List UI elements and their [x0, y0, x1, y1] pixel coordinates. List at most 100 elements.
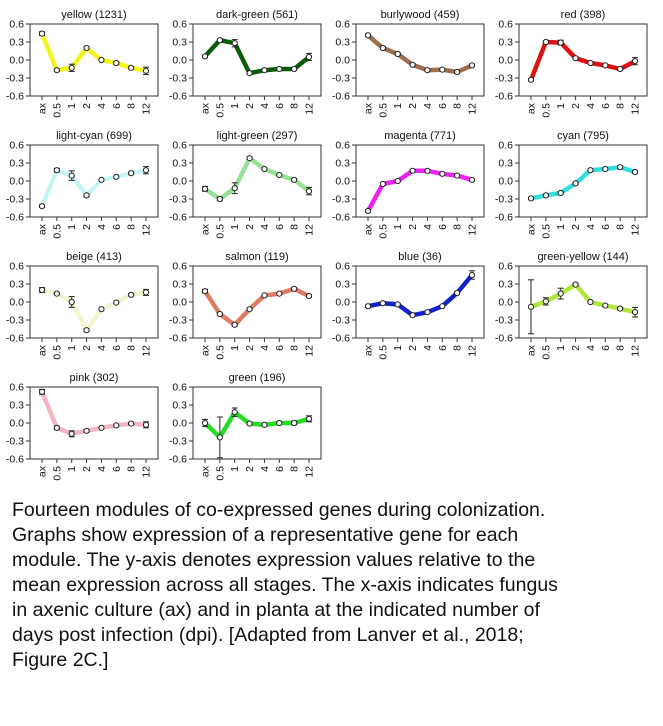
data-point	[68, 430, 75, 437]
data-point	[231, 409, 238, 416]
x-tick-label: 8	[615, 103, 627, 109]
y-tick-label: -0.3	[6, 315, 24, 327]
data-point	[38, 203, 46, 210]
data-point	[246, 420, 253, 427]
x-tick-label: 4	[422, 345, 434, 351]
chart-title: salmon (119)	[225, 251, 288, 263]
data-point	[617, 305, 624, 312]
module-chart: salmon (119)0.60.30.0-0.3-0.6ax 0.5 1 2 4 6 8 1…	[169, 251, 322, 360]
data-point	[527, 76, 535, 83]
data-point	[364, 207, 372, 215]
y-tick-label: 0.0	[172, 176, 187, 188]
data-point	[587, 59, 594, 67]
module-chart: yellow (1231)0.60.30.0-0.3-0.6ax 0.5 1 2 4 6 8…	[6, 9, 159, 118]
y-tick-label: -0.6	[6, 333, 24, 345]
data-point	[53, 167, 60, 174]
data-point	[527, 195, 535, 202]
data-point	[468, 271, 476, 279]
x-tick-label: 4	[96, 224, 108, 230]
x-tick-label: 4	[422, 224, 434, 230]
data-point	[617, 164, 624, 171]
y-tick-label: 0.6	[498, 140, 513, 152]
data-point	[261, 421, 268, 428]
data-point	[291, 65, 298, 73]
y-tick-label: 0.6	[172, 261, 187, 273]
y-tick-label: -0.3	[6, 194, 24, 206]
x-tick-label: 0.5	[51, 466, 63, 481]
data-point	[394, 301, 401, 308]
caption-line: mean expression across all stages. The x…	[12, 574, 558, 596]
x-tick-label: 6	[111, 103, 123, 109]
data-point	[527, 303, 535, 310]
data-point	[128, 291, 135, 298]
data-point	[53, 424, 60, 431]
data-point	[98, 176, 105, 183]
x-tick-label: ax	[526, 223, 538, 235]
y-tick-label: 0.3	[9, 37, 24, 49]
y-tick-label: 0.6	[9, 261, 24, 273]
x-tick-label: 6	[274, 466, 286, 472]
chart-title: light-green (297)	[217, 130, 298, 142]
data-point	[291, 176, 298, 183]
y-tick-label: 0.3	[9, 158, 24, 170]
y-tick-label: 0.0	[498, 176, 513, 188]
module-chart: green-yellow (144) 0.6 0.3 0.0 -0.3 -0.6 ax 0.5…	[495, 251, 648, 360]
y-tick-label: 0.0	[9, 176, 24, 188]
x-tick-label: 4	[96, 466, 108, 472]
plot-frame	[355, 265, 485, 339]
charts-svg: yellow (1231)0.60.30.0-0.3-0.6ax 0.5 1 2 4 6 8…	[6, 9, 648, 481]
y-tick-label: -0.6	[332, 91, 350, 103]
x-tick-label: 1	[229, 224, 241, 230]
y-tick-label: 0.6	[172, 140, 187, 152]
y-tick-label: 0.3	[335, 158, 350, 170]
x-tick-label: 8	[289, 224, 301, 230]
data-point	[409, 312, 416, 319]
y-tick-label: -0.3	[169, 436, 187, 448]
data-point	[246, 70, 253, 77]
plot-frame	[29, 23, 159, 97]
module-chart: beige (413)0.60.30.0-0.3-0.6ax 0.5 1 2 4 6 8 12	[6, 251, 159, 360]
y-tick-label: 0.6	[9, 382, 24, 394]
caption-line: days post infection (dpi). [Adapted from…	[12, 624, 524, 646]
data-point	[379, 180, 386, 188]
x-tick-label: ax	[37, 344, 49, 356]
data-point	[98, 424, 105, 431]
data-point	[38, 286, 46, 294]
y-tick-label: -0.6	[495, 333, 513, 345]
data-point	[231, 185, 238, 192]
y-tick-label: -0.6	[332, 333, 350, 345]
x-tick-label: 6	[600, 345, 612, 351]
data-point	[83, 327, 90, 334]
data-point	[572, 55, 579, 62]
data-point	[113, 59, 120, 67]
x-tick-label: 4	[259, 224, 271, 230]
data-point	[602, 165, 609, 173]
data-point	[602, 62, 609, 69]
data-point	[557, 39, 564, 46]
y-tick-label: 0.0	[335, 55, 350, 67]
data-point	[587, 298, 594, 306]
y-tick-label: 0.0	[172, 297, 187, 309]
data-point	[291, 285, 298, 292]
x-tick-label: ax	[37, 102, 49, 114]
y-tick-label: -0.3	[6, 73, 24, 85]
plot-frame	[29, 265, 159, 339]
y-tick-label: -0.3	[495, 73, 513, 85]
data-point	[216, 195, 223, 203]
data-point	[602, 302, 609, 309]
x-tick-label: 8	[452, 224, 464, 230]
data-point	[201, 185, 209, 192]
y-tick-label: -0.3	[6, 436, 24, 448]
data-point	[276, 419, 283, 427]
y-tick-label: 0.3	[9, 279, 24, 291]
x-tick-label: ax	[200, 102, 212, 114]
x-tick-label: 4	[585, 103, 597, 109]
data-point	[98, 306, 105, 313]
x-tick-label: 0.5	[214, 466, 226, 481]
x-tick-label: 12	[141, 224, 153, 236]
data-point	[231, 321, 238, 328]
x-tick-label: 1	[229, 345, 241, 351]
data-point	[305, 292, 313, 300]
x-tick-label: 0.5	[540, 224, 552, 239]
data-point	[557, 290, 564, 297]
